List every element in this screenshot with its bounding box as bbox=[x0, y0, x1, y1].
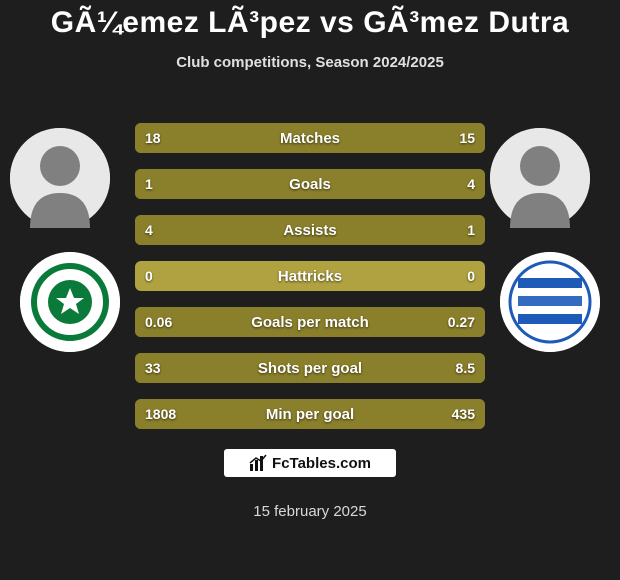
stat-value-right: 4 bbox=[467, 169, 475, 199]
puebla-icon bbox=[500, 252, 600, 352]
stat-row: Goals per match0.06 0.27 bbox=[135, 307, 485, 337]
stat-value-left: 1 bbox=[145, 169, 153, 199]
stat-value-left: 33 bbox=[145, 353, 161, 383]
player-left-avatar bbox=[10, 128, 110, 228]
season-subtitle: Club competitions, Season 2024/2025 bbox=[0, 54, 620, 71]
stat-label: Hattricks bbox=[135, 261, 485, 291]
stat-row: Assists4 1 bbox=[135, 215, 485, 245]
stat-row: Min per goal1808 435 bbox=[135, 399, 485, 429]
stat-value-right: 0 bbox=[467, 261, 475, 291]
fctables-logo: FcTables.com bbox=[224, 449, 396, 477]
stat-label: Matches bbox=[135, 123, 485, 153]
stat-value-right: 1 bbox=[467, 215, 475, 245]
page-title: GÃ¼emez LÃ³pez vs GÃ³mez Dutra bbox=[0, 0, 620, 40]
stat-row: Goals1 4 bbox=[135, 169, 485, 199]
comparison-card: GÃ¼emez LÃ³pez vs GÃ³mez Dutra Club comp… bbox=[0, 0, 620, 580]
stat-value-left: 4 bbox=[145, 215, 153, 245]
stat-value-right: 8.5 bbox=[456, 353, 475, 383]
stat-value-right: 0.27 bbox=[448, 307, 475, 337]
stat-row: Matches18 15 bbox=[135, 123, 485, 153]
chart-icon bbox=[249, 454, 267, 472]
comparison-date: 15 february 2025 bbox=[0, 503, 620, 520]
stat-label: Goals per match bbox=[135, 307, 485, 337]
stat-value-right: 15 bbox=[459, 123, 475, 153]
santos-laguna-icon bbox=[20, 252, 120, 352]
fctables-logo-text: FcTables.com bbox=[272, 455, 371, 472]
stat-label: Shots per goal bbox=[135, 353, 485, 383]
stat-label: Goals bbox=[135, 169, 485, 199]
player-right-silhouette bbox=[490, 128, 590, 228]
stat-label: Min per goal bbox=[135, 399, 485, 429]
club-left-badge bbox=[20, 252, 120, 352]
club-right-badge bbox=[500, 252, 600, 352]
stat-row: Shots per goal33 8.5 bbox=[135, 353, 485, 383]
player-left-silhouette bbox=[10, 128, 110, 228]
stat-value-left: 1808 bbox=[145, 399, 176, 429]
stat-value-right: 435 bbox=[452, 399, 475, 429]
stat-value-left: 0.06 bbox=[145, 307, 172, 337]
stat-row: Hattricks0 0 bbox=[135, 261, 485, 291]
stat-bars: Matches1815Goals14Assists41Hattricks00Go… bbox=[135, 123, 485, 445]
player-right-avatar bbox=[490, 128, 590, 228]
stat-value-left: 0 bbox=[145, 261, 153, 291]
stat-label: Assists bbox=[135, 215, 485, 245]
stat-value-left: 18 bbox=[145, 123, 161, 153]
